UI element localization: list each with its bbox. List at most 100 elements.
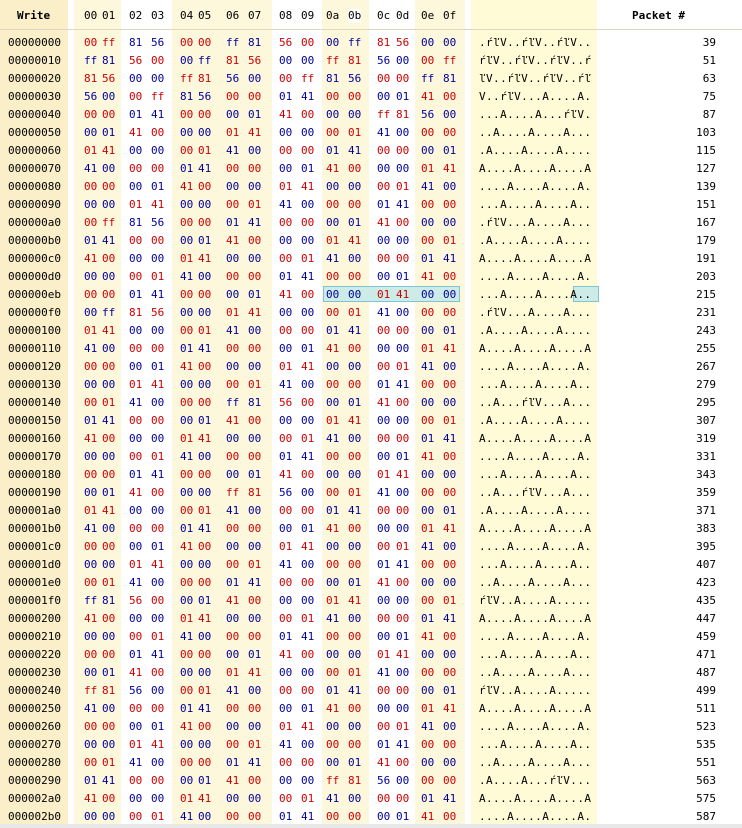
ascii-text[interactable]: .A....A....A.... xyxy=(479,504,592,517)
hex-byte[interactable]: 56 xyxy=(377,774,391,787)
hex-byte[interactable]: 00 xyxy=(151,702,165,715)
hex-byte[interactable]: 01 xyxy=(348,126,362,139)
hex-byte[interactable]: 01 xyxy=(279,180,293,193)
hex-byte[interactable]: 00 xyxy=(102,720,116,733)
hex-row[interactable]: 00000220 00 00 01 41 00 00 00 01 41 00 00 00 01 41 00 00… xyxy=(0,643,742,661)
hex-byte[interactable]: 01 xyxy=(198,324,212,337)
hex-byte[interactable]: 01 xyxy=(84,234,98,247)
hex-byte[interactable]: 00 xyxy=(102,792,116,805)
hex-byte[interactable]: 00 xyxy=(421,504,435,517)
hex-byte[interactable]: 00 xyxy=(279,162,293,175)
hex-byte[interactable]: 01 xyxy=(301,252,315,265)
hex-byte[interactable]: 00 xyxy=(377,144,391,157)
hex-byte[interactable]: 01 xyxy=(348,756,362,769)
hex-byte[interactable]: 00 xyxy=(198,270,212,283)
ascii-text[interactable]: .A....A....A.... xyxy=(479,144,592,157)
hex-row[interactable]: 00000070 41 00 00 00 01 41 00 00 00 01 41 00 00 00 01 41… xyxy=(0,157,742,175)
hex-byte[interactable]: 00 xyxy=(180,54,194,67)
hex-byte[interactable]: 00 xyxy=(377,522,391,535)
hex-byte[interactable]: 41 xyxy=(348,594,362,607)
hex-byte[interactable]: 00 xyxy=(443,126,457,139)
hex-byte[interactable]: 56 xyxy=(248,54,262,67)
hex-byte[interactable]: 00 xyxy=(129,90,143,103)
hex-byte[interactable]: 01 xyxy=(102,666,116,679)
hex-byte[interactable]: 00 xyxy=(226,252,240,265)
hex-byte[interactable]: 01 xyxy=(396,90,410,103)
ascii-text[interactable]: ..A...ŕľV...A... xyxy=(479,396,592,409)
hex-byte[interactable]: 00 xyxy=(279,306,293,319)
hex-byte[interactable]: 01 xyxy=(226,126,240,139)
hex-byte[interactable]: 00 xyxy=(326,216,340,229)
hex-byte[interactable]: 00 xyxy=(396,396,410,409)
hex-byte[interactable]: 41 xyxy=(102,414,116,427)
hex-row[interactable]: 00000250 41 00 00 00 01 41 00 00 00 01 41 00 00 00 01 41… xyxy=(0,697,742,715)
hex-row[interactable]: 000000b0 01 41 00 00 00 01 41 00 00 00 01 41 00 00 00 01… xyxy=(0,229,742,247)
hex-byte[interactable]: 00 xyxy=(248,162,262,175)
hex-row[interactable]: 00000010 ff 81 56 00 00 ff 81 56 00 00 ff 81 56 00 00 ff… xyxy=(0,49,742,67)
hex-byte[interactable]: 00 xyxy=(198,558,212,571)
hex-byte[interactable]: ff xyxy=(348,36,362,49)
hex-byte[interactable]: 00 xyxy=(248,684,262,697)
hex-byte[interactable]: 00 xyxy=(396,432,410,445)
ascii-text[interactable]: ..A....A....A... xyxy=(479,756,592,769)
hex-row[interactable]: 000000f0 00 ff 81 56 00 00 01 41 00 00 00 01 41 00 00 00… xyxy=(0,301,742,319)
hex-byte[interactable]: 01 xyxy=(396,720,410,733)
hex-byte[interactable]: 00 xyxy=(326,180,340,193)
hex-byte[interactable]: 41 xyxy=(180,630,194,643)
hex-byte[interactable]: ff xyxy=(102,306,116,319)
ascii-text[interactable]: ..A...ŕľV...A... xyxy=(479,486,592,499)
hex-byte[interactable]: 00 xyxy=(348,270,362,283)
hex-byte[interactable]: 00 xyxy=(198,36,212,49)
hex-byte[interactable]: 01 xyxy=(226,576,240,589)
hex-byte[interactable]: 00 xyxy=(180,216,194,229)
hex-byte[interactable]: 00 xyxy=(421,396,435,409)
hex-byte[interactable]: 01 xyxy=(377,738,391,751)
hex-byte[interactable]: 00 xyxy=(248,234,262,247)
hex-byte[interactable]: 01 xyxy=(248,558,262,571)
hex-byte[interactable]: 00 xyxy=(396,306,410,319)
hex-row[interactable]: 000002a0 41 00 00 00 01 41 00 00 00 01 41 00 00 00 01 41… xyxy=(0,787,742,805)
hex-byte[interactable]: 00 xyxy=(180,684,194,697)
hex-byte[interactable]: 56 xyxy=(421,108,435,121)
hex-byte[interactable]: 81 xyxy=(84,72,98,85)
hex-byte[interactable]: 01 xyxy=(348,666,362,679)
hex-byte[interactable]: 01 xyxy=(396,810,410,823)
ascii-text[interactable]: ...A....A...ŕľV. xyxy=(479,108,592,121)
hex-byte[interactable]: 00 xyxy=(198,180,212,193)
hex-byte[interactable]: 00 xyxy=(279,144,293,157)
hex-byte[interactable]: 00 xyxy=(443,756,457,769)
hex-byte[interactable]: 00 xyxy=(377,90,391,103)
hex-byte[interactable]: 00 xyxy=(326,450,340,463)
hex-byte[interactable]: ff xyxy=(102,36,116,49)
hex-byte[interactable]: 00 xyxy=(129,144,143,157)
hex-byte[interactable]: 00 xyxy=(421,216,435,229)
hex-byte[interactable]: 00 xyxy=(348,198,362,211)
hex-byte[interactable]: 01 xyxy=(102,396,116,409)
hex-byte[interactable]: 00 xyxy=(84,360,98,373)
hex-byte[interactable]: 00 xyxy=(348,612,362,625)
hex-byte[interactable]: ff xyxy=(180,72,194,85)
hex-byte[interactable]: 00 xyxy=(84,576,98,589)
hex-byte[interactable]: 00 xyxy=(443,108,457,121)
hex-byte[interactable]: 00 xyxy=(102,612,116,625)
hex-byte[interactable]: 00 xyxy=(348,180,362,193)
hex-byte[interactable]: 00 xyxy=(396,324,410,337)
hex-byte[interactable]: 00 xyxy=(279,792,293,805)
hex-byte[interactable]: 00 xyxy=(226,468,240,481)
hex-byte[interactable]: 41 xyxy=(443,432,457,445)
hex-byte[interactable]: 00 xyxy=(180,468,194,481)
hex-byte[interactable]: 01 xyxy=(377,198,391,211)
hex-byte[interactable]: 00 xyxy=(279,666,293,679)
hex-byte[interactable]: 00 xyxy=(377,504,391,517)
hex-byte[interactable]: 41 xyxy=(248,576,262,589)
hex-byte[interactable]: 00 xyxy=(102,810,116,823)
hex-byte[interactable]: 01 xyxy=(84,414,98,427)
hex-byte[interactable]: 01 xyxy=(326,594,340,607)
hex-byte[interactable]: 00 xyxy=(326,540,340,553)
hex-byte[interactable]: 00 xyxy=(226,810,240,823)
hex-byte[interactable]: 00 xyxy=(102,162,116,175)
hex-byte[interactable]: 41 xyxy=(326,522,340,535)
hex-byte[interactable]: 00 xyxy=(180,738,194,751)
hex-row[interactable]: 00000140 00 01 41 00 00 00 ff 81 56 00 00 01 41 00 00 00… xyxy=(0,391,742,409)
hex-byte[interactable]: 00 xyxy=(129,504,143,517)
